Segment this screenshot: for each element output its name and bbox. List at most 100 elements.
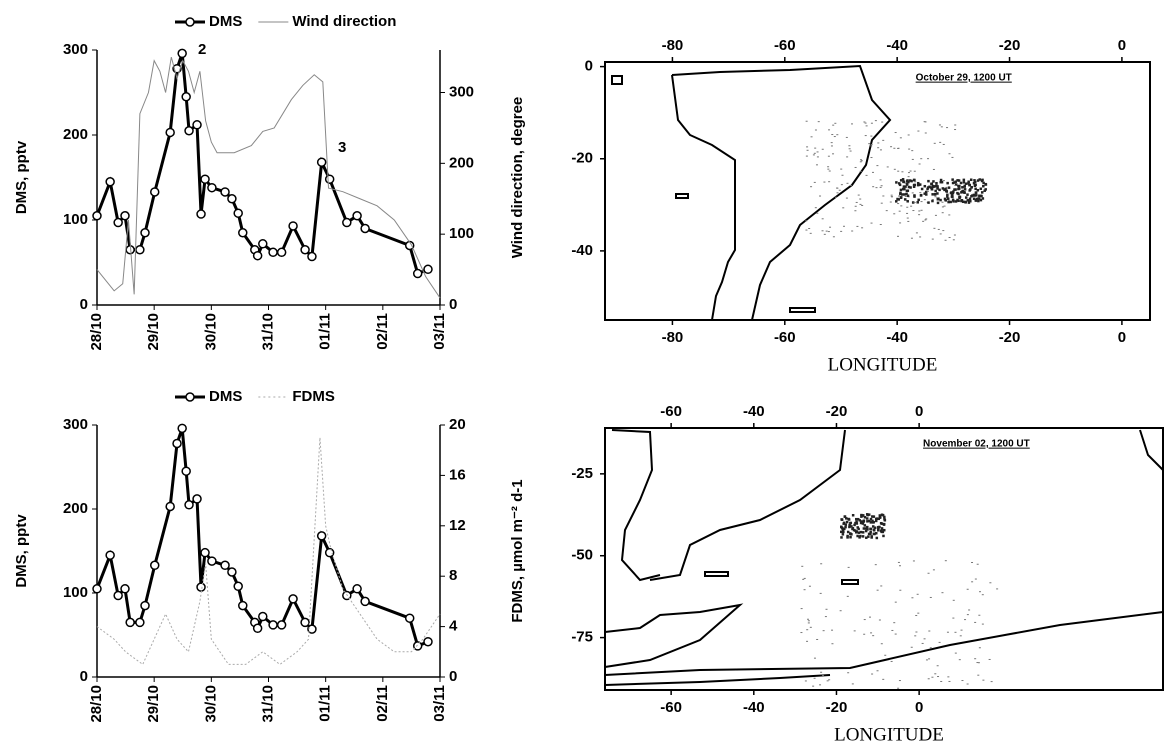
- particle: [939, 233, 942, 235]
- particle: [956, 198, 959, 202]
- y-tick-label: 0: [80, 668, 88, 685]
- particle: [865, 174, 868, 176]
- particle: [916, 593, 919, 595]
- annotation: 2: [198, 41, 206, 58]
- particle: [951, 181, 955, 185]
- particle: [899, 222, 902, 224]
- particle: [890, 196, 893, 198]
- data-point: [352, 211, 362, 221]
- particle: [816, 638, 819, 640]
- particle: [969, 199, 972, 203]
- particle: [804, 680, 807, 682]
- particle: [938, 641, 941, 643]
- y-axis-title: DMS, pptv: [13, 514, 30, 588]
- x-tick-label: -40: [886, 37, 908, 54]
- particle: [842, 530, 845, 534]
- particle: [974, 658, 977, 660]
- y2-tick-label: 12: [449, 517, 466, 534]
- particle: [937, 676, 940, 678]
- particle: [907, 172, 910, 174]
- coastline: [604, 603, 744, 668]
- particle: [868, 519, 871, 523]
- data-point: [105, 550, 115, 560]
- data-point: [252, 623, 263, 634]
- particle: [869, 527, 872, 531]
- x-tick-label: 03/11: [431, 685, 448, 722]
- particle: [814, 147, 817, 149]
- particle: [905, 183, 909, 186]
- x-tick-label: 0: [1118, 37, 1126, 54]
- particle: [907, 180, 910, 184]
- particle: [872, 520, 875, 524]
- particle: [976, 188, 980, 192]
- particle: [853, 630, 856, 632]
- particle: [936, 197, 939, 199]
- particle: [969, 178, 973, 181]
- particle: [939, 198, 942, 202]
- particle: [859, 170, 862, 172]
- particle: [859, 203, 862, 205]
- particle: [910, 179, 913, 183]
- data-point: [200, 547, 210, 558]
- particle: [846, 156, 849, 158]
- particle: [875, 536, 879, 540]
- particle: [927, 572, 930, 574]
- particle: [860, 515, 863, 518]
- particle: [828, 181, 831, 183]
- particle: [830, 145, 833, 147]
- particle: [944, 198, 947, 202]
- particle: [914, 635, 917, 637]
- particle: [810, 186, 813, 188]
- particle: [882, 195, 885, 197]
- particle: [836, 187, 839, 189]
- particle: [921, 642, 924, 644]
- data-point: [276, 247, 287, 258]
- particle: [840, 168, 843, 170]
- particle: [897, 235, 900, 237]
- particle: [850, 525, 853, 528]
- particle: [931, 199, 934, 203]
- particle: [867, 535, 870, 538]
- particle: [866, 525, 869, 529]
- particle: [952, 239, 955, 241]
- x-tick-label: -20: [826, 699, 848, 716]
- particle: [981, 623, 984, 625]
- x-tick-label: 31/10: [259, 313, 276, 351]
- x-tick-label: 28/10: [88, 685, 105, 723]
- particle: [882, 534, 885, 538]
- coastline: [611, 75, 623, 85]
- y2-axis-title: Wind direction, degree: [509, 97, 526, 259]
- particle: [904, 195, 907, 197]
- particle: [898, 210, 901, 212]
- particle: [905, 192, 908, 196]
- data-point: [207, 556, 217, 566]
- particle: [988, 658, 991, 660]
- particle: [929, 647, 932, 649]
- particle: [899, 191, 902, 195]
- particle: [927, 158, 930, 160]
- particle: [827, 231, 830, 233]
- particle: [926, 187, 929, 191]
- particle: [962, 178, 966, 182]
- data-point: [316, 531, 327, 541]
- particle: [819, 592, 822, 594]
- particle: [848, 525, 851, 529]
- particle: [897, 182, 901, 185]
- particle: [902, 180, 906, 184]
- data-point: [316, 157, 327, 167]
- data-point: [258, 611, 268, 622]
- particle: [974, 621, 977, 623]
- data-point: [360, 596, 370, 607]
- x-tick-label: -40: [743, 403, 765, 420]
- particle: [906, 194, 910, 198]
- particle: [944, 187, 947, 191]
- x-tick-label: 31/10: [259, 685, 276, 723]
- particle: [954, 183, 958, 186]
- particle: [946, 197, 950, 200]
- particle: [908, 148, 911, 150]
- particle: [946, 195, 949, 198]
- particle: [952, 197, 955, 199]
- y-tick-label: -50: [571, 547, 593, 564]
- particle: [945, 186, 948, 188]
